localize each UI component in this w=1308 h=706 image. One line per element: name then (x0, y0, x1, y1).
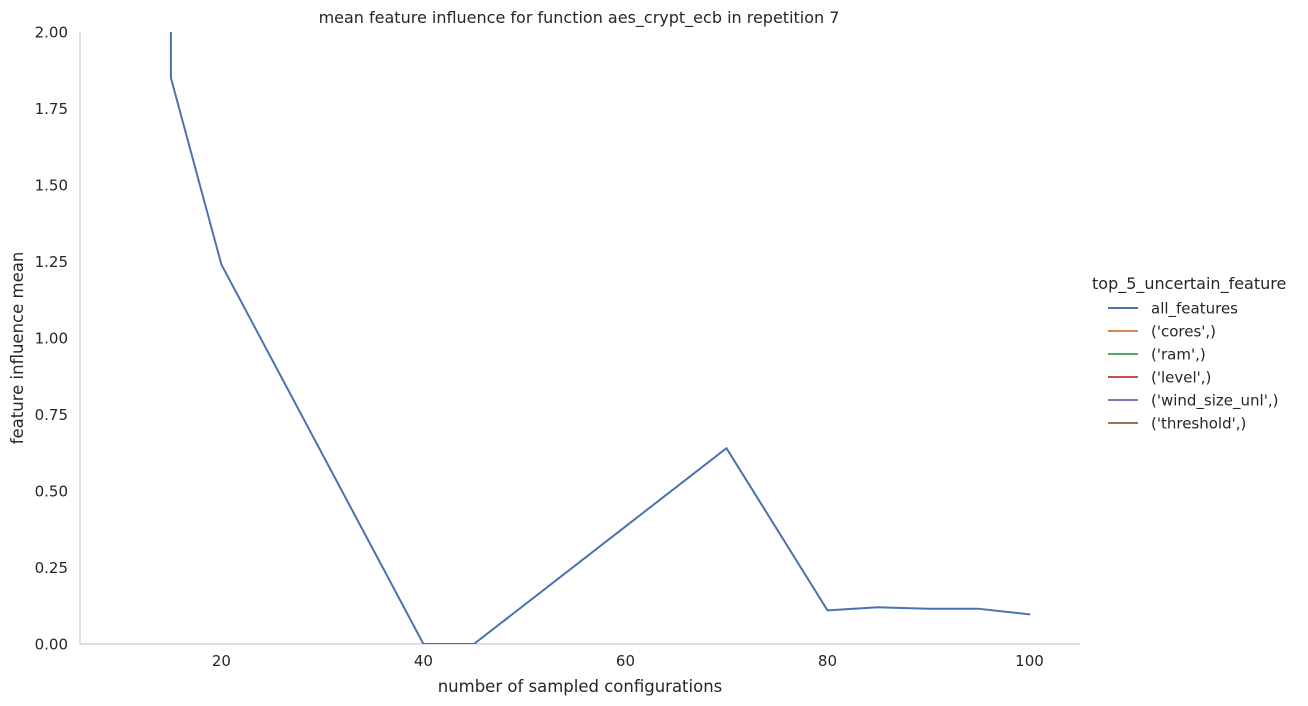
x-tick-label: 20 (212, 652, 231, 670)
x-tick-label: 100 (1015, 652, 1044, 670)
legend: top_5_uncertain_feature all_features ('co… (1092, 274, 1286, 433)
y-tick-label: 0.00 (35, 636, 68, 654)
series-line-all-features (169, 32, 1031, 644)
y-tick-label: 2.00 (35, 24, 68, 42)
y-tick-label: 0.50 (35, 483, 68, 501)
x-tick-label: 80 (818, 652, 837, 670)
x-tick-label: 60 (616, 652, 635, 670)
legend-label: ('ram',) (1151, 346, 1206, 364)
x-axis-title: number of sampled configurations (438, 677, 723, 696)
series-layer (169, 32, 1031, 644)
legend-items: all_features ('cores',) ('ram',) ('level',)… (1108, 300, 1278, 433)
legend-label: ('wind_size_unl',) (1151, 392, 1278, 411)
legend-label: ('level',) (1151, 369, 1211, 387)
legend-label: all_features (1151, 300, 1238, 319)
y-tick-label: 1.50 (35, 177, 68, 195)
legend-label: ('threshold',) (1151, 415, 1246, 433)
legend-title: top_5_uncertain_feature (1092, 274, 1286, 294)
y-axis-title: feature influence mean (8, 252, 27, 445)
y-tick-label: 1.00 (35, 330, 68, 348)
legend-label: ('cores',) (1151, 323, 1216, 341)
chart-title: mean feature influence for function aes_… (319, 8, 840, 28)
y-tick-label: 0.25 (35, 559, 68, 577)
x-tick-label: 40 (414, 652, 433, 670)
y-tick-label: 1.75 (35, 100, 68, 118)
y-axis-ticks: 0.00 0.25 0.50 0.75 1.00 1.25 1.50 1.75 2.00 (35, 24, 68, 654)
x-axis-ticks: 20 40 60 80 100 (212, 652, 1044, 670)
y-tick-label: 0.75 (35, 406, 68, 424)
y-tick-label: 1.25 (35, 253, 68, 271)
